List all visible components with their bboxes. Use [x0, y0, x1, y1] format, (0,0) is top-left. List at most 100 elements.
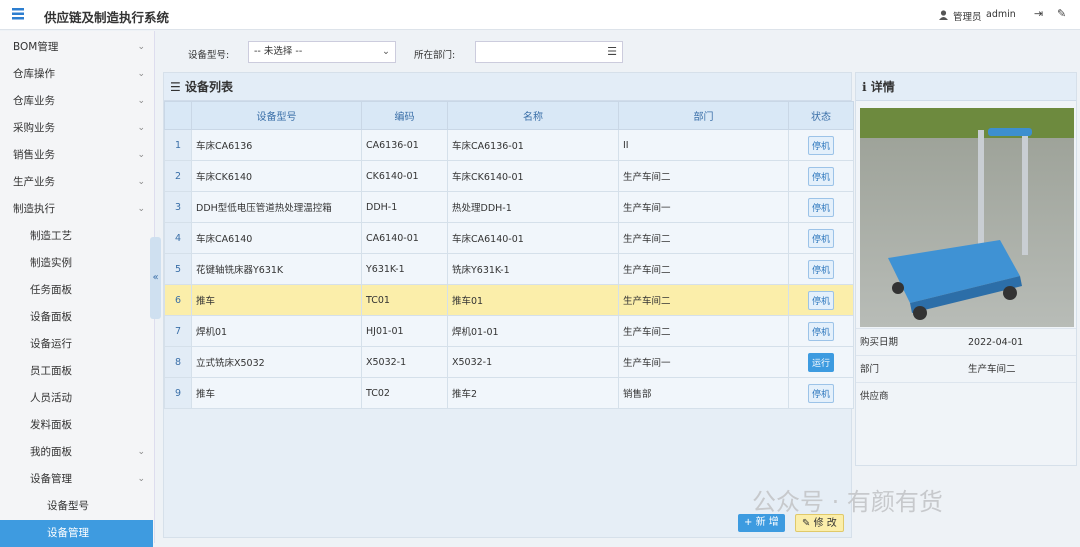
detail-row: 部门 生产车间二 [856, 355, 1076, 382]
menu-item[interactable]: 仓库业务 ⌄ [0, 88, 153, 115]
table-cell: 焊机01 [191, 315, 362, 347]
status-badge: 停机 [807, 383, 834, 403]
edit-icon[interactable]: ✎ [1057, 7, 1067, 20]
menu-item[interactable]: 设备运行 [0, 331, 153, 358]
user-name[interactable]: admin [986, 9, 1016, 20]
menu-label: 制造执行 [13, 203, 55, 215]
menu-arrow: ⌄ [137, 123, 145, 133]
add-button[interactable]: + 新 增 [738, 514, 785, 532]
row-index: 3 [164, 191, 192, 223]
menu-item[interactable]: 员工面板 [0, 358, 153, 385]
menu-item[interactable]: 制造工艺 [0, 223, 153, 250]
menu-item[interactable]: 制造执行 ⌄ [0, 196, 153, 223]
menu-label: 采购业务 [13, 122, 55, 134]
table-cell: 花键轴铣床器Y631K [191, 253, 362, 285]
model-select[interactable]: -- 未选择 -- ⌄ [248, 41, 396, 63]
panel-header: ☰ 设备列表 [164, 73, 851, 101]
panel-title: 详情 [870, 80, 895, 94]
menu-item[interactable]: 设备面板 [0, 304, 153, 331]
menu-item[interactable]: 设备型号 [0, 493, 153, 520]
menu-label: 员工面板 [30, 365, 72, 377]
table-cell: 生产车间二 [618, 222, 789, 254]
menu-arrow: ⌄ [137, 42, 145, 52]
menu-label: BOM管理 [13, 41, 59, 53]
table-row[interactable]: 6 推车 TC01 推车01 生产车间二 停机 [164, 284, 854, 316]
menu-item[interactable]: 仓库操作 ⌄ [0, 61, 153, 88]
table-row[interactable]: 8 立式铣床X5032 X5032-1 X5032-1 生产车间一 运行 [164, 346, 854, 378]
table-row[interactable]: 1 车床CA6136 CA6136-01 车床CA6136-01 II 停机 [164, 129, 854, 161]
collapse-toggle[interactable]: « [150, 237, 161, 319]
table-cell: 推车01 [447, 284, 619, 316]
detail-value: 2022-04-01 [968, 337, 1024, 348]
table-cell: DDH型低电压管道热处理温控箱 [191, 191, 362, 223]
row-index: 2 [164, 160, 192, 192]
select-value: -- 未选择 -- [254, 46, 303, 57]
top-bar: 供应链及制造执行系统 管理员 admin ⇥ ✎ [0, 0, 1080, 30]
header-cell: 部门 [618, 101, 789, 130]
menu-item[interactable]: 人员活动 [0, 385, 153, 412]
table-cell: 焊机01-01 [447, 315, 619, 347]
watermark: 公众号 · 有颜有货 [752, 488, 943, 516]
status-badge: 运行 [807, 352, 834, 372]
detail-panel: ℹ 详情 购买日期 2022-04-01 部门 生产车间二 供应商 [855, 72, 1077, 466]
menu-item[interactable]: 设备管理 ⌄ [0, 466, 153, 493]
table-row[interactable]: 2 车床CK6140 CK6140-01 车床CK6140-01 生产车间二 停机 [164, 160, 854, 192]
table-cell: 推车 [191, 284, 362, 316]
list-panel: ☰ 设备列表 设备型号 编码 名称 部门 状态 1 车床CA6136 CA6136-01 车床… [163, 72, 854, 538]
button-label: 新 增 [755, 517, 779, 528]
status-cell: 停机 [788, 222, 854, 254]
table-cell: 推车 [191, 377, 362, 409]
app-title: 供应链及制造执行系统 [44, 10, 170, 25]
header-cell: 状态 [788, 101, 854, 130]
menu-item[interactable]: 采购业务 ⌄ [0, 115, 153, 142]
table-cell: 推车2 [447, 377, 619, 409]
menu-item[interactable]: 任务面板 [0, 277, 153, 304]
table-row[interactable]: 7 焊机01 HJ01-01 焊机01-01 生产车间二 停机 [164, 315, 854, 347]
status-cell: 停机 [788, 377, 854, 409]
menu-item[interactable]: 销售业务 ⌄ [0, 142, 153, 169]
menu-item[interactable]: 制造实例 [0, 250, 153, 277]
menu-label: 设备运行 [30, 338, 72, 350]
dept-picker[interactable]: ☰ [475, 41, 623, 63]
detail-label: 部门 [860, 364, 880, 375]
status-cell: 停机 [788, 129, 854, 161]
logout-icon[interactable]: ⇥ [1034, 7, 1044, 20]
table-row[interactable]: 3 DDH型低电压管道热处理温控箱 DDH-1 热处理DDH-1 生产车间一 停机 [164, 191, 854, 223]
row-index: 5 [164, 253, 192, 285]
row-index: 6 [164, 284, 192, 316]
edit-button[interactable]: ✎ 修 改 [795, 514, 844, 532]
menu-icon[interactable] [12, 8, 24, 20]
table-cell: II [618, 129, 789, 161]
table-row[interactable]: 9 推车 TC02 推车2 销售部 停机 [164, 377, 854, 409]
table-cell: CA6140-01 [361, 222, 448, 254]
detail-label: 供应商 [860, 391, 889, 402]
menu-label: 任务面板 [30, 284, 72, 296]
table-cell: TC01 [361, 284, 448, 316]
status-badge: 停机 [807, 197, 834, 217]
status-cell: 运行 [788, 346, 854, 378]
menu-label: 仓库业务 [13, 95, 55, 107]
row-index: 4 [164, 222, 192, 254]
header-cell: 编码 [361, 101, 448, 130]
panel-title: 设备列表 [184, 80, 233, 94]
table-row[interactable]: 4 车床CA6140 CA6140-01 车床CA6140-01 生产车间二 停机 [164, 222, 854, 254]
table-cell: 生产车间一 [618, 191, 789, 223]
menu-label: 制造实例 [30, 257, 72, 269]
table-row[interactable]: 5 花键轴铣床器Y631K Y631K-1 铣床Y631K-1 生产车间二 停机 [164, 253, 854, 285]
filter-label: 所在部门: [414, 50, 456, 61]
menu-item[interactable]: BOM管理 ⌄ [0, 34, 153, 61]
table-cell: 生产车间一 [618, 346, 789, 378]
row-index: 9 [164, 377, 192, 409]
menu-label: 制造工艺 [30, 230, 72, 242]
menu-label: 我的面板 [30, 446, 72, 458]
table-cell: HJ01-01 [361, 315, 448, 347]
menu-item[interactable]: 我的面板 ⌄ [0, 439, 153, 466]
menu-item[interactable]: 发料面板 [0, 412, 153, 439]
user-role: 管理员 [953, 12, 982, 23]
menu-label: 发料面板 [30, 419, 72, 431]
menu-label: 设备型号 [47, 500, 89, 512]
table-cell: CK6140-01 [361, 160, 448, 192]
menu-arrow: ⌄ [137, 150, 145, 160]
menu-item[interactable]: 生产业务 ⌄ [0, 169, 153, 196]
header-cell: 名称 [447, 101, 619, 130]
